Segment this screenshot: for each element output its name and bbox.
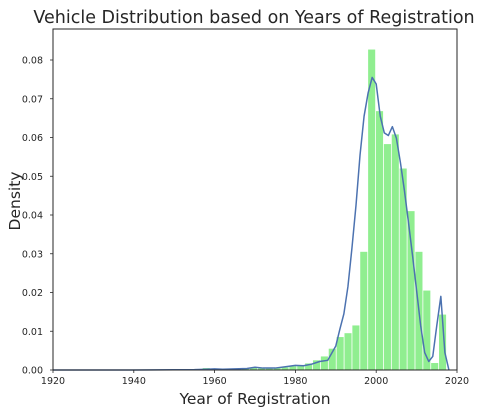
y-tick-label: 0.07: [22, 94, 43, 105]
y-tick-label: 0.01: [22, 327, 43, 338]
x-axis-ticks: 1920 1940 1960 1980 2000 2020: [41, 370, 469, 387]
x-tick-label: 1920: [41, 376, 65, 387]
plot-frame: [52, 28, 458, 371]
histogram-bar: [249, 368, 258, 370]
histogram-bar: [281, 367, 289, 370]
histogram-bar: [336, 337, 344, 370]
y-axis-ticks: 0.00 0.01 0.02 0.03 0.04 0.05 0.06 0.07 0.08: [22, 56, 53, 377]
x-tick-label: 2000: [364, 376, 388, 387]
histogram-bar: [344, 333, 352, 370]
histogram-bar: [360, 251, 368, 370]
y-tick-label: 0.06: [22, 133, 43, 144]
histogram-bar: [352, 325, 360, 370]
chart-title: Vehicle Distribution based on Years of R…: [33, 8, 474, 28]
histogram-bar: [320, 356, 328, 370]
histogram-bar: [273, 368, 281, 370]
histogram-bar: [399, 168, 407, 370]
histogram-bars: [202, 49, 447, 371]
y-tick-label: 0.04: [22, 211, 43, 222]
x-axis-label: Year of Registration: [178, 390, 330, 408]
histogram-bar: [265, 368, 273, 370]
y-tick-label: 0.00: [22, 366, 43, 377]
histogram-bar: [257, 368, 265, 370]
kde-curve-layer: [53, 76, 450, 371]
histogram-bar: [407, 211, 415, 371]
y-tick-label: 0.02: [22, 288, 43, 299]
histogram-bar: [439, 314, 447, 370]
histogram-bar: [242, 368, 250, 370]
histogram-bar: [305, 363, 313, 370]
histogram-bar: [391, 134, 399, 370]
histogram-bar: [383, 144, 391, 370]
y-tick-label: 0.08: [22, 56, 43, 67]
x-tick-label: 1960: [203, 376, 227, 387]
histogram-bar: [423, 290, 431, 370]
kde-curve: [53, 76, 450, 371]
histogram-bar: [368, 49, 376, 370]
histogram-bar: [297, 365, 305, 370]
y-axis-label: Density: [6, 172, 24, 231]
y-tick-label: 0.03: [22, 249, 43, 260]
histogram-bar: [431, 363, 439, 370]
x-tick-label: 1940: [122, 376, 146, 387]
histogram-bar: [376, 111, 384, 371]
histogram-bar: [312, 360, 321, 370]
histogram-bar: [289, 366, 297, 371]
x-tick-label: 1980: [283, 376, 307, 387]
y-tick-label: 0.05: [22, 172, 43, 183]
histogram-bar: [328, 348, 336, 370]
x-tick-label: 2020: [445, 376, 469, 387]
